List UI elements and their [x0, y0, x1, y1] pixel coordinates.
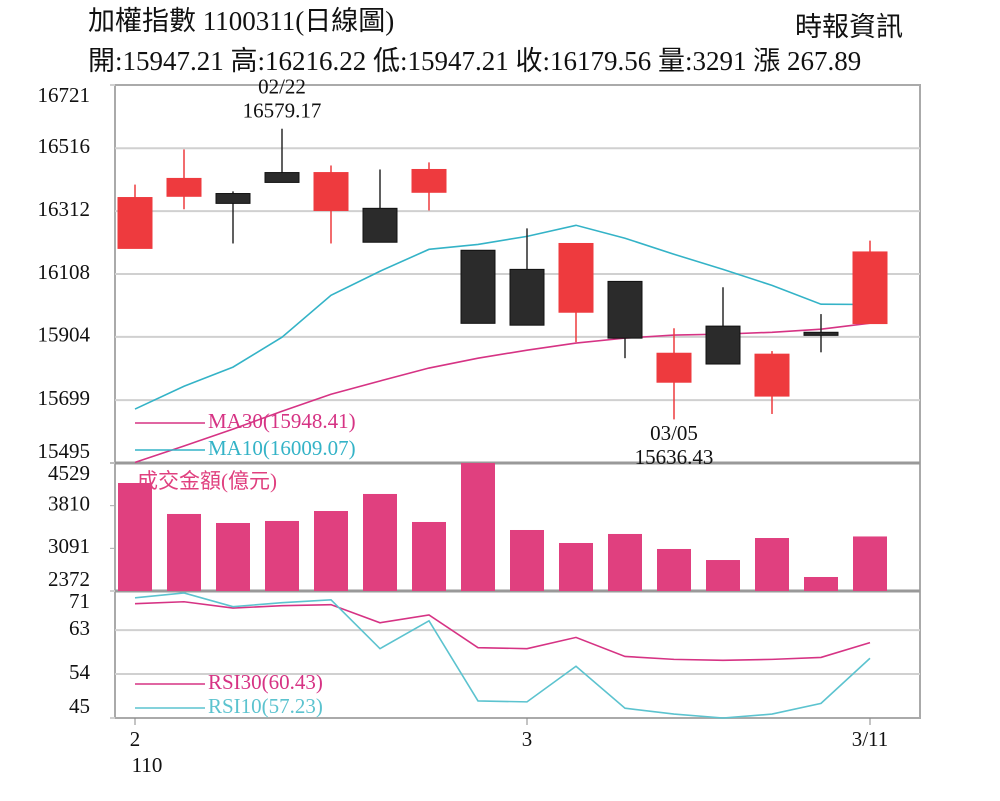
series-line [134, 224, 871, 410]
y-tick-label: 15904 [38, 323, 91, 347]
annotation-value: 16579.17 [243, 99, 322, 123]
candle-body [362, 207, 398, 243]
annotation-label: 02/22 [258, 75, 306, 99]
x-sublabel: 110 [132, 753, 163, 777]
y-tick-label: 2372 [48, 567, 90, 591]
y-tick-label: 16108 [38, 260, 91, 284]
candle-body [705, 325, 741, 365]
series-line [134, 322, 871, 464]
legend-label: MA30(15948.41) [208, 409, 356, 433]
bar [755, 538, 789, 591]
y-tick-label: 4529 [48, 461, 90, 485]
annotation-value: 15636.43 [635, 445, 714, 469]
bar [853, 536, 887, 591]
bar [118, 482, 152, 591]
x-tick-label: 2 [130, 727, 141, 751]
y-tick-label: 45 [69, 694, 90, 718]
bar [510, 529, 544, 591]
y-tick-label: 15495 [38, 439, 91, 463]
candle-body [166, 177, 202, 197]
candle-body [656, 352, 692, 383]
chart-title: 加權指數 1100311(日線圖) [88, 6, 394, 36]
candle-body [313, 172, 349, 211]
panel-label: 成交金額(億元) [137, 469, 277, 493]
candle-body [754, 353, 790, 397]
plot-frame [114, 84, 921, 719]
annotation-label: 03/05 [650, 421, 698, 445]
y-tick-label: 16312 [38, 197, 91, 221]
candle-body [607, 280, 643, 339]
source: 時報資訊 [795, 12, 903, 42]
candle-body [509, 268, 545, 326]
candle-body [411, 168, 447, 193]
candle-body [460, 249, 496, 324]
bar [461, 463, 495, 591]
y-tick-label: 71 [69, 589, 90, 613]
bar [559, 542, 593, 591]
legend-label: MA10(16009.07) [208, 436, 356, 460]
y-tick-label: 3810 [48, 491, 90, 515]
y-tick-label: 16516 [38, 134, 91, 158]
candle-body [117, 197, 153, 249]
bar [657, 548, 691, 591]
candle-body [264, 172, 300, 183]
candle-body [215, 193, 251, 204]
legend-label: RSI30(60.43) [208, 670, 323, 694]
series-line [134, 592, 871, 719]
bar [314, 511, 348, 591]
x-tick-label: 3/11 [852, 727, 889, 751]
bar [706, 560, 740, 591]
subtitle: 開:15947.21 高:16216.22 低:15947.21 收:16179… [88, 46, 861, 76]
y-tick-label: 15699 [38, 386, 91, 410]
y-tick-label: 16721 [38, 83, 91, 107]
y-tick-label: 54 [69, 660, 91, 684]
candle-body [852, 251, 888, 325]
legend-label: RSI10(57.23) [208, 694, 323, 718]
bar [167, 513, 201, 591]
y-tick-label: 3091 [48, 534, 90, 558]
series-line [134, 600, 871, 662]
candle-body [558, 242, 594, 313]
candle-body [803, 331, 839, 336]
bar [216, 522, 250, 591]
y-tick-label: 63 [69, 616, 90, 640]
bar [804, 576, 838, 591]
bar [265, 520, 299, 591]
bar [412, 521, 446, 591]
bar [363, 493, 397, 591]
x-tick-label: 3 [522, 727, 533, 751]
bar [608, 533, 642, 591]
